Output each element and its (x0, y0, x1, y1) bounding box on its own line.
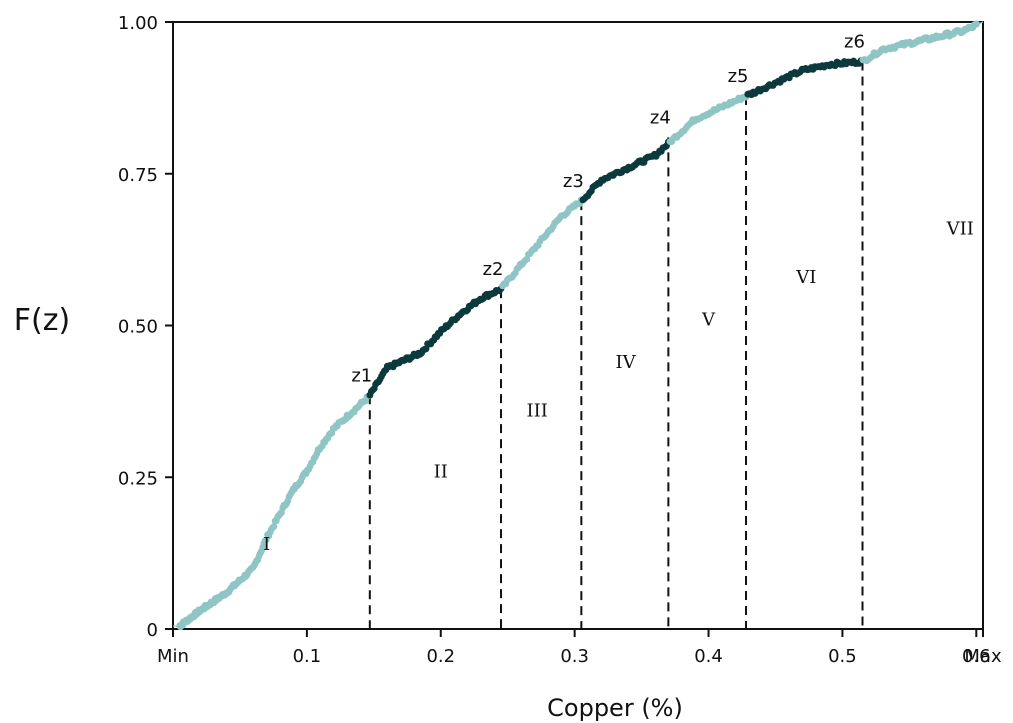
cutoff-label: z1 (351, 365, 372, 386)
cutoff-lines (368, 61, 864, 629)
x-tick-label: 0.4 (694, 646, 723, 667)
x-tick-label: Max (964, 646, 1002, 667)
cdf-point (270, 523, 278, 530)
cutoff-label: z3 (563, 171, 584, 192)
zone-label: VII (946, 218, 974, 239)
x-tick-label: 0.5 (828, 646, 857, 667)
zone-label: IV (615, 352, 636, 373)
y-tick-label: 0.75 (118, 165, 158, 186)
cdf-line (173, 21, 984, 627)
cutoff-label: z6 (844, 31, 865, 52)
y-tick-label: 0.25 (118, 468, 158, 489)
x-tick-label: 0.3 (560, 646, 589, 667)
y-tick-label: 0.50 (118, 317, 158, 338)
zone-label: III (526, 401, 547, 422)
cutoff-labels: z1 z2 z3 z4 z5 z6 (351, 31, 865, 386)
y-tick-label: 1.00 (118, 13, 158, 34)
zone-label: I (263, 534, 270, 555)
y-tick-label: 0 (147, 620, 158, 641)
cutoff-label: z2 (483, 259, 504, 280)
cutoff-label: z5 (728, 66, 749, 87)
x-tick-label: 0.1 (293, 646, 322, 667)
zone-label: V (701, 310, 716, 331)
cdf-points (176, 20, 980, 631)
y-axis: 0 0.25 0.50 0.75 1.00 (118, 13, 173, 641)
x-tick-label: Min (157, 646, 189, 667)
x-tick-label: 0.6 (962, 646, 991, 667)
zone-label: II (434, 461, 448, 482)
x-tick-label: 0.2 (426, 646, 455, 667)
x-axis-title: Copper (%) (547, 694, 683, 722)
cdf-point (972, 20, 980, 28)
cutoff-label: z4 (650, 107, 671, 128)
plot-frame (172, 21, 984, 630)
zone-label: VI (795, 267, 816, 288)
y-axis-title: F(z) (14, 303, 70, 338)
